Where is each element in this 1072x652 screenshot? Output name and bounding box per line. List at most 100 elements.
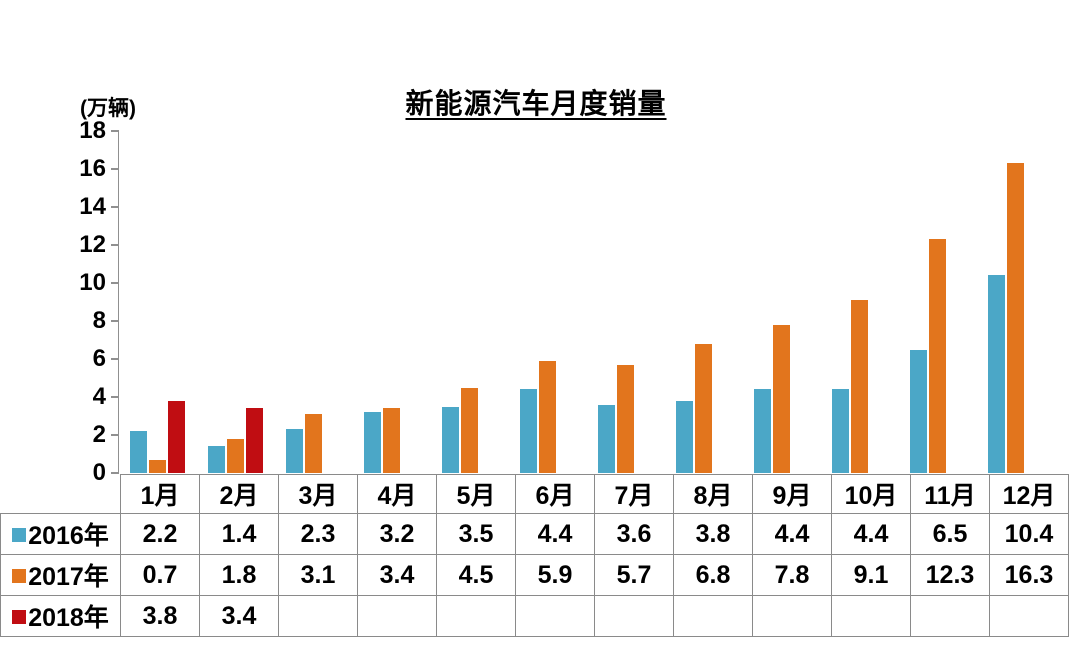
month-header-cell: 3月 [278, 474, 358, 514]
bar-2016年-2月 [207, 446, 225, 473]
table-value-cell: 9.1 [831, 554, 911, 596]
y-axis-tick-mark [111, 130, 119, 132]
table-value-cell: 6.5 [910, 513, 990, 555]
bar-2017年-11月 [929, 239, 947, 473]
bar-2018年-1月 [167, 400, 185, 473]
table-row-2016年: 2016年 2.2 1.4 2.3 3.2 3.5 4.4 3.6 3.8 4.4 4.4 6.5 10… [0, 513, 1069, 555]
table-value-cell [910, 595, 990, 637]
table-value-cell [278, 595, 358, 637]
table-value-cell [989, 595, 1069, 637]
legend-swatch-2018年 [12, 610, 27, 624]
bar-2016年-5月 [441, 406, 459, 473]
chart-data-table: 1月 2月 3月 4月 5月 6月 7月 8月 9月 10月 11月 12月 2016年 2.2 1.4 2.… [0, 474, 1069, 637]
legend-label-2018年: 2018年 [28, 604, 109, 632]
chart-title: 新能源汽车月度销量 [0, 82, 1072, 122]
month-header-cell: 2月 [199, 474, 279, 514]
table-value-cell: 2.2 [120, 513, 200, 555]
bar-2017年-2月 [226, 438, 244, 473]
y-axis-tick-label: 18 [79, 117, 106, 144]
bar-2018年-2月 [245, 408, 263, 473]
bar-2017年-1月 [148, 459, 166, 473]
month-header-row: 1月 2月 3月 4月 5月 6月 7月 8月 9月 10月 11月 12月 [1, 474, 1069, 514]
table-value-cell: 4.4 [515, 513, 595, 555]
month-header-cell: 1月 [120, 474, 200, 514]
table-value-cell [831, 595, 911, 637]
table-corner-cell [1, 475, 121, 514]
legend-cell-2016年: 2016年 [0, 513, 121, 555]
bar-2016年-6月 [519, 389, 537, 473]
table-value-cell: 1.8 [199, 554, 279, 596]
table-value-cell [515, 595, 595, 637]
legend-swatch-2017年 [12, 569, 27, 583]
table-value-cell: 16.3 [989, 554, 1069, 596]
table-value-cell [357, 595, 437, 637]
bar-2016年-9月 [754, 389, 772, 473]
table-value-cell: 3.4 [199, 595, 279, 637]
table-value-cell: 4.4 [752, 513, 832, 555]
table-row-2018年: 2018年 3.8 3.4 [0, 595, 1069, 637]
legend-cell-2018年: 2018年 [0, 595, 121, 637]
month-header-cell: 5月 [436, 474, 516, 514]
y-axis-tick-mark [111, 434, 119, 436]
y-axis-tick-label: 14 [79, 193, 106, 220]
table-value-cell: 3.8 [120, 595, 200, 637]
bar-2016年-4月 [363, 412, 381, 473]
y-axis-tick-label: 4 [92, 383, 106, 410]
y-axis-tick-mark [111, 320, 119, 322]
table-value-cell: 3.5 [436, 513, 516, 555]
table-value-cell: 5.7 [594, 554, 674, 596]
table-value-cell: 4.5 [436, 554, 516, 596]
bar-2017年-4月 [382, 408, 400, 473]
y-axis-tick-mark [111, 168, 119, 170]
bar-2016年-7月 [598, 404, 616, 473]
table-value-cell [752, 595, 832, 637]
bar-2017年-5月 [460, 387, 478, 473]
month-header-cell: 4月 [357, 474, 437, 514]
y-axis-tick-label: 8 [92, 307, 106, 334]
table-value-cell: 5.9 [515, 554, 595, 596]
table-value-cell: 3.8 [673, 513, 753, 555]
table-row-2017年: 2017年 0.7 1.8 3.1 3.4 4.5 5.9 5.7 6.8 7.8 9.1 12.3 1… [0, 554, 1069, 596]
y-axis-tick-label: 2 [92, 421, 106, 448]
month-header-cell: 10月 [831, 474, 911, 514]
table-value-cell [436, 595, 516, 637]
y-axis-tick-label: 10 [79, 269, 106, 296]
y-axis-tick-label: 6 [92, 345, 106, 372]
table-value-cell: 3.4 [357, 554, 437, 596]
table-value-cell: 12.3 [910, 554, 990, 596]
month-header-cell: 7月 [594, 474, 674, 514]
month-header-cell: 6月 [515, 474, 595, 514]
table-value-cell: 10.4 [989, 513, 1069, 555]
table-value-cell [594, 595, 674, 637]
bar-2017年-9月 [773, 324, 791, 473]
legend-cell-2017年: 2017年 [0, 554, 121, 596]
legend-label-2017年: 2017年 [28, 563, 109, 591]
table-value-cell: 0.7 [120, 554, 200, 596]
legend-label-2016年: 2016年 [28, 522, 109, 550]
month-header-cell: 9月 [752, 474, 832, 514]
month-header-cell: 8月 [673, 474, 753, 514]
month-header-cell: 12月 [989, 474, 1069, 514]
y-axis-tick-mark [111, 282, 119, 284]
bar-2016年-8月 [676, 400, 694, 473]
bar-2016年-11月 [910, 349, 928, 473]
bar-2017年-3月 [304, 414, 322, 473]
table-value-cell [673, 595, 753, 637]
month-header-cell: 11月 [910, 474, 990, 514]
y-axis-line [118, 131, 119, 473]
chart-title-text: 新能源汽车月度销量 [405, 88, 667, 119]
table-value-cell: 7.8 [752, 554, 832, 596]
y-axis-tick-mark [111, 472, 119, 474]
bar-2017年-10月 [851, 300, 869, 473]
table-value-cell: 3.6 [594, 513, 674, 555]
bar-2016年-1月 [129, 431, 147, 473]
table-value-cell: 1.4 [199, 513, 279, 555]
table-value-cell: 2.3 [278, 513, 358, 555]
bar-2017年-12月 [1007, 163, 1025, 473]
bar-2016年-3月 [285, 429, 303, 473]
y-axis-tick-label: 0 [92, 459, 106, 486]
y-axis-tick-mark [111, 358, 119, 360]
table-value-cell: 6.8 [673, 554, 753, 596]
legend-swatch-2016年 [12, 528, 27, 542]
